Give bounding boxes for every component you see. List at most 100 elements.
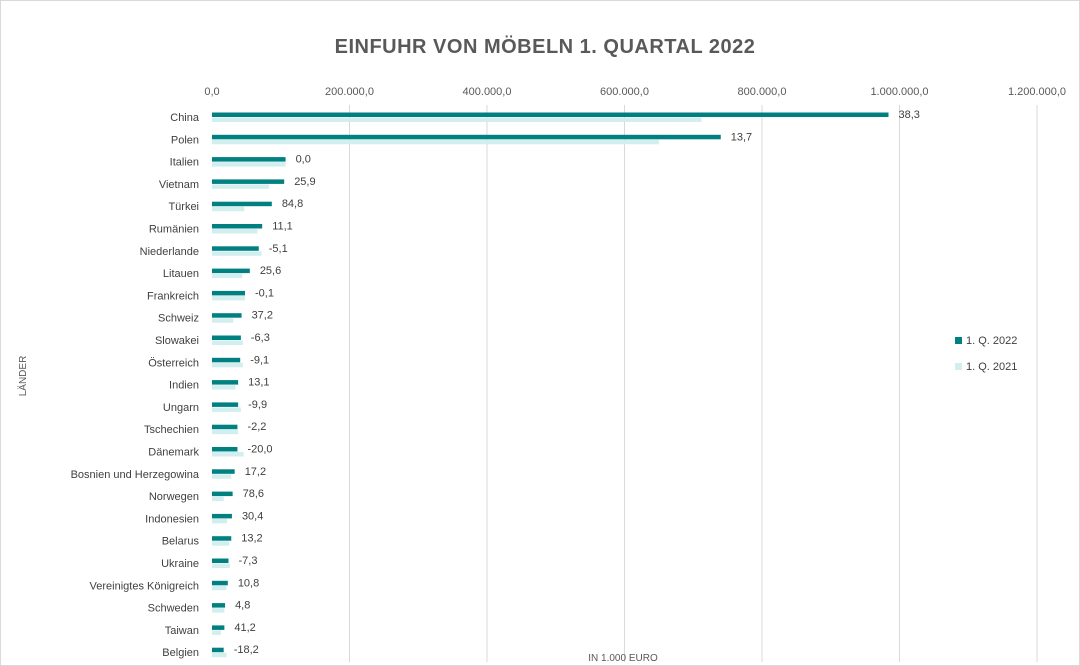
data-labels: 38,3 13,7 0,0 25,9 84,8 11,1 -5,1 25,6 -0,1 37,2 -… bbox=[234, 109, 920, 656]
data-label: -2,2 bbox=[247, 421, 266, 433]
category-label: Frankreich bbox=[147, 290, 199, 302]
bar-2022 bbox=[212, 558, 229, 563]
category-label: Rumänien bbox=[149, 224, 199, 236]
bar-2021 bbox=[212, 117, 702, 122]
category-label: Tschechien bbox=[144, 424, 199, 436]
bar-2022 bbox=[212, 402, 239, 407]
bar-2022 bbox=[212, 112, 889, 117]
bar-2021 bbox=[212, 139, 659, 145]
data-label: 10,8 bbox=[238, 577, 259, 589]
category-label: Indonesien bbox=[145, 513, 199, 525]
bar-2021 bbox=[212, 652, 227, 658]
bar-2022 bbox=[212, 224, 263, 229]
bar-2022 bbox=[212, 625, 225, 630]
data-label: -9,9 bbox=[248, 399, 267, 411]
category-label: Schweiz bbox=[158, 313, 199, 325]
category-label: Vietnam bbox=[159, 179, 199, 191]
bar-2022 bbox=[212, 536, 232, 541]
bar-2022 bbox=[212, 201, 272, 207]
category-label: Belgien bbox=[162, 647, 199, 659]
x-tick-label: 400.000,0 bbox=[463, 86, 512, 98]
bar-2021 bbox=[212, 474, 232, 479]
bar-2021 bbox=[212, 184, 270, 189]
bars bbox=[212, 112, 889, 658]
x-tick-label: 0,0 bbox=[204, 86, 219, 98]
bar-2021 bbox=[212, 541, 230, 546]
category-label: Türkei bbox=[168, 201, 199, 213]
bar-2021 bbox=[212, 295, 245, 301]
bar-2021 bbox=[212, 251, 262, 256]
data-label: -7,3 bbox=[239, 555, 258, 567]
bar-2021 bbox=[212, 608, 225, 613]
category-label: Italien bbox=[170, 157, 199, 169]
bar-2022 bbox=[212, 357, 241, 363]
bar-2021 bbox=[212, 563, 230, 568]
bar-2022 bbox=[212, 491, 233, 497]
bar-2022 bbox=[212, 447, 238, 452]
data-label: 25,9 bbox=[294, 176, 315, 188]
y-axis-label: LÄNDER bbox=[17, 356, 29, 397]
data-label: 38,3 bbox=[899, 109, 920, 121]
bar-2021 bbox=[212, 496, 224, 502]
data-label: -18,2 bbox=[234, 644, 259, 656]
x-axis-ticks: 0,0 200.000,0 400.000,0 600.000,0 800.000,0 1… bbox=[204, 86, 1066, 98]
bar-2021 bbox=[212, 630, 221, 635]
bar-2021 bbox=[212, 229, 258, 234]
bar-2022 bbox=[212, 580, 228, 586]
category-label: Taiwan bbox=[165, 625, 199, 637]
x-tick-label: 1.000.000,0 bbox=[870, 86, 928, 98]
bar-2022 bbox=[212, 647, 224, 653]
data-label: 37,2 bbox=[252, 310, 273, 322]
data-label: 0,0 bbox=[296, 154, 311, 166]
data-label: 84,8 bbox=[282, 198, 303, 210]
category-label: Schweden bbox=[148, 603, 199, 615]
category-label: Ukraine bbox=[161, 558, 199, 570]
data-label: 13,2 bbox=[241, 533, 262, 545]
data-label: -9,1 bbox=[250, 354, 269, 366]
x-tick-label: 200.000,0 bbox=[325, 86, 374, 98]
category-label: Litauen bbox=[163, 268, 199, 280]
legend-swatch bbox=[955, 363, 962, 370]
bar-2022 bbox=[212, 157, 286, 162]
bar-2021 bbox=[212, 273, 243, 279]
legend-label: 1. Q. 2022 bbox=[966, 335, 1017, 347]
legend-label: 1. Q. 2021 bbox=[966, 361, 1017, 373]
bar-2021 bbox=[212, 518, 228, 524]
category-label: Vereinigtes Königreich bbox=[90, 580, 199, 592]
bar-2021 bbox=[212, 206, 245, 212]
data-label: 4,8 bbox=[235, 600, 250, 612]
category-label: Belarus bbox=[162, 536, 200, 548]
category-label: Ungarn bbox=[163, 402, 199, 414]
data-label: -6,3 bbox=[251, 332, 270, 344]
data-label: 30,4 bbox=[242, 510, 263, 522]
data-label: 11,1 bbox=[272, 221, 293, 233]
gridlines bbox=[349, 105, 1038, 662]
category-labels: China Polen Italien Vietnam Türkei Rumänien Ni… bbox=[71, 112, 200, 659]
data-label: 17,2 bbox=[245, 466, 266, 478]
bar-2021 bbox=[212, 362, 243, 368]
bar-2022 bbox=[212, 424, 238, 430]
x-axis-label: IN 1.000 EURO bbox=[588, 653, 658, 664]
bar-2022 bbox=[212, 469, 235, 474]
data-label: -5,1 bbox=[269, 243, 288, 255]
data-label: 41,2 bbox=[234, 622, 255, 634]
data-label: 78,6 bbox=[243, 488, 264, 500]
category-label: Slowakei bbox=[155, 335, 199, 347]
data-label: 25,6 bbox=[260, 265, 281, 277]
bar-2021 bbox=[212, 407, 241, 412]
category-label: Österreich bbox=[148, 357, 199, 369]
category-label: China bbox=[170, 112, 200, 124]
bar-2022 bbox=[212, 313, 242, 318]
x-tick-label: 600.000,0 bbox=[600, 86, 649, 98]
bar-2022 bbox=[212, 380, 239, 385]
bar-2021 bbox=[212, 452, 244, 457]
x-tick-label: 1.200.000,0 bbox=[1008, 86, 1066, 98]
legend-swatch bbox=[955, 337, 962, 344]
bar-2022 bbox=[212, 246, 259, 251]
data-label: 13,7 bbox=[731, 131, 752, 143]
bar-2022 bbox=[212, 603, 226, 608]
bar-2021 bbox=[212, 585, 227, 591]
bar-2022 bbox=[212, 335, 241, 340]
bar-2021 bbox=[212, 340, 243, 345]
